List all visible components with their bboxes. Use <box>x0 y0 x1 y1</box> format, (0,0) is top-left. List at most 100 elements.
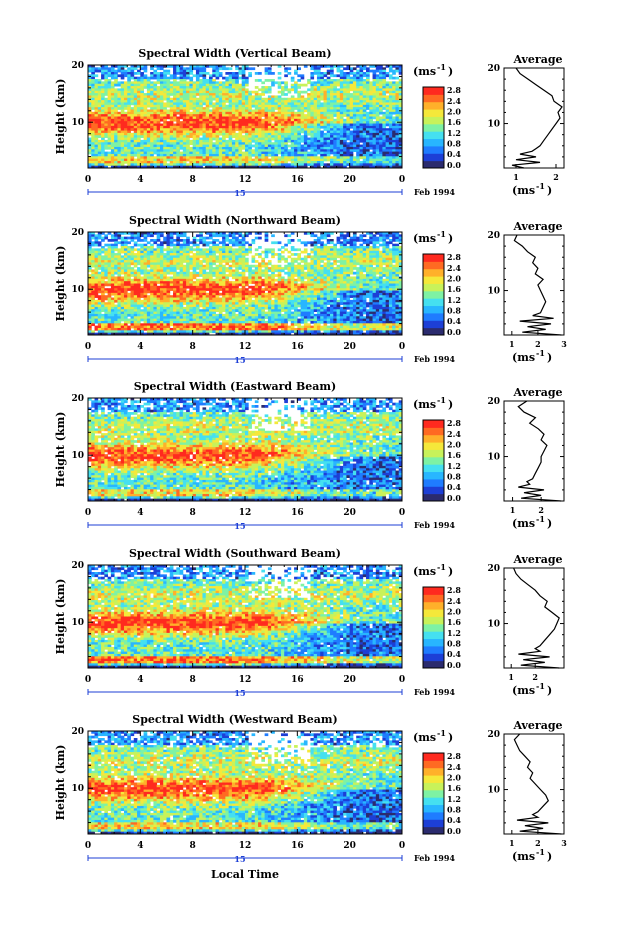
heatmap-cell <box>255 86 259 89</box>
heatmap-cell <box>324 72 328 75</box>
heatmap-cell <box>144 133 148 136</box>
heatmap-cell <box>291 107 295 110</box>
heatmap-cell <box>307 163 311 166</box>
heatmap-cell <box>209 121 213 124</box>
heatmap-cell <box>235 126 239 129</box>
heatmap-cell <box>202 145 206 148</box>
heatmap-cell <box>183 105 187 108</box>
heatmap-cell <box>131 107 135 110</box>
heatmap-cell <box>111 84 115 87</box>
heatmap-cell <box>291 117 295 120</box>
heatmap-cell <box>317 67 321 70</box>
heatmap-cell <box>199 124 203 127</box>
heatmap-cell <box>202 131 206 134</box>
heatmap-cell <box>108 86 112 89</box>
heatmap-cell <box>238 149 242 152</box>
heatmap-cell <box>176 84 180 87</box>
heatmap-cell <box>219 98 223 101</box>
heatmap-cell <box>301 74 305 77</box>
heatmap-cell <box>180 84 184 87</box>
heatmap-cell <box>196 161 200 164</box>
heatmap-cell <box>157 126 161 129</box>
heatmap-cell <box>245 147 249 150</box>
heatmap-cell <box>144 79 148 82</box>
heatmap-cell <box>333 126 337 129</box>
heatmap-cell <box>98 128 102 131</box>
heatmap-cell <box>88 140 92 143</box>
heatmap-cell <box>278 98 282 101</box>
heatmap-cell <box>170 88 174 91</box>
heatmap-cell <box>124 95 128 98</box>
heatmap-cell <box>265 100 269 103</box>
heatmap-cell <box>163 154 167 157</box>
heatmap-cell <box>235 154 239 157</box>
heatmap-cell <box>271 147 275 150</box>
heatmap-cell <box>157 107 161 110</box>
heatmap-cell <box>261 131 265 134</box>
heatmap-cell <box>333 109 337 112</box>
heatmap-cell <box>134 88 138 91</box>
heatmap-cell <box>121 95 125 98</box>
heatmap-cell <box>202 70 206 73</box>
heatmap-cell <box>252 159 256 162</box>
heatmap-cell <box>327 156 331 159</box>
heatmap-cell <box>180 95 184 98</box>
heatmap-cell <box>291 147 295 150</box>
heatmap-cell <box>111 67 115 70</box>
heatmap-cell <box>222 154 226 157</box>
heatmap-cell <box>163 138 167 141</box>
heatmap-cell <box>327 138 331 141</box>
heatmap-cell <box>104 86 108 89</box>
heatmap-cell <box>160 152 164 155</box>
heatmap-cell <box>189 114 193 117</box>
heatmap-cell <box>232 149 236 152</box>
heatmap-cell <box>160 154 164 157</box>
heatmap-cell <box>111 93 115 96</box>
heatmap-cell <box>317 142 321 145</box>
heatmap-cell <box>189 119 193 122</box>
heatmap-cell <box>209 84 213 87</box>
heatmap-cell <box>255 121 259 124</box>
heatmap-cell <box>209 86 213 89</box>
heatmap-cell <box>117 161 121 164</box>
heatmap-cell <box>157 121 161 124</box>
heatmap-cell <box>134 117 138 120</box>
heatmap-cell <box>232 102 236 105</box>
heatmap-cell <box>157 100 161 103</box>
heatmap-cell <box>202 67 206 70</box>
heatmap-cell <box>219 93 223 96</box>
heatmap-cell <box>261 81 265 84</box>
heatmap-cell <box>232 128 236 131</box>
heatmap-cell <box>196 140 200 143</box>
heatmap-cell <box>140 124 144 127</box>
heatmap-cell <box>163 117 167 120</box>
heatmap-cell <box>304 91 308 94</box>
heatmap-cell <box>337 93 341 96</box>
heatmap-cell <box>238 72 242 75</box>
heatmap-cell <box>242 145 246 148</box>
heatmap-cell <box>258 152 262 155</box>
heatmap-cell <box>278 152 282 155</box>
heatmap-cell <box>98 107 102 110</box>
heatmap-cell <box>274 152 278 155</box>
heatmap-cell <box>245 126 249 129</box>
heatmap-cell <box>337 138 341 141</box>
heatmap-cell <box>88 128 92 131</box>
heatmap-cell <box>337 128 341 131</box>
heatmap-cell <box>310 109 314 112</box>
heatmap-cell <box>333 81 337 84</box>
heatmap-cell <box>104 142 108 145</box>
heatmap-cell <box>196 100 200 103</box>
heatmap-cell <box>167 131 171 134</box>
heatmap-cell <box>288 119 292 122</box>
heatmap-cell <box>310 117 314 120</box>
heatmap-cell <box>147 91 151 94</box>
heatmap-cell <box>222 81 226 84</box>
heatmap-cell <box>222 84 226 87</box>
heatmap-cell <box>333 84 337 87</box>
heatmap-cell <box>137 147 141 150</box>
heatmap-cell <box>258 149 262 152</box>
heatmap-cell <box>180 133 184 136</box>
heatmap-cell <box>284 102 288 105</box>
heatmap-cell <box>111 149 115 152</box>
